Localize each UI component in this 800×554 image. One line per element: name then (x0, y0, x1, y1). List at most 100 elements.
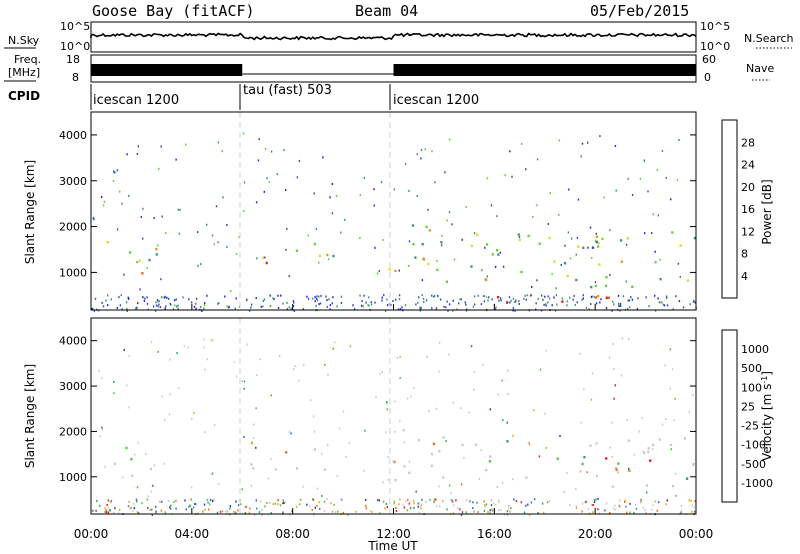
echo-cell (573, 295, 575, 297)
echo-cell (627, 338, 630, 341)
echo-cell (413, 502, 415, 505)
echo-cell (251, 440, 253, 443)
echo-cell (515, 299, 517, 302)
echo-cell (566, 304, 568, 307)
echo-cell (113, 511, 115, 514)
echo-cell (640, 498, 642, 501)
echo-cell (157, 305, 159, 308)
echo-cell (480, 303, 483, 306)
echo-cell (135, 307, 137, 310)
echo-cell (482, 363, 484, 366)
freq-block (91, 64, 243, 76)
x-tick-label: 20:00 (578, 527, 613, 541)
echo-cell (555, 294, 558, 297)
echo-cell (412, 243, 415, 246)
echo-cell (476, 501, 478, 504)
echo-cell (176, 305, 178, 308)
echo-cell (203, 338, 205, 341)
echo-cell (576, 301, 578, 304)
echo-cell (586, 471, 588, 474)
echo-cell (483, 300, 486, 303)
echo-cell (509, 150, 511, 153)
echo-cell (118, 296, 120, 299)
echo-cell (110, 499, 113, 502)
echo-cell (347, 513, 349, 516)
echo-cell (291, 510, 293, 513)
cpid-panel: CPID icescan 1200 tau (fast) 503 icescan… (8, 83, 479, 110)
echo-cell (164, 307, 166, 310)
echo-cell (440, 241, 443, 244)
echo-cell (627, 299, 629, 302)
echo-cell (408, 189, 410, 192)
echo-cell (431, 294, 433, 297)
echo-cell (438, 505, 441, 508)
echo-cell (257, 159, 260, 162)
echo-cell (598, 263, 601, 266)
echo-cell (491, 298, 493, 301)
power-echo-cells (91, 132, 697, 312)
echo-cell (241, 380, 243, 383)
echo-cell (512, 478, 514, 481)
power-y-axis-label: Slant Range [km] (23, 160, 37, 264)
echo-cell (221, 510, 224, 513)
echo-cell (282, 502, 284, 505)
echo-cell (188, 298, 190, 301)
echo-cell (175, 298, 177, 301)
echo-cell (393, 188, 395, 191)
echo-cell (264, 505, 266, 508)
echo-cell (414, 256, 417, 259)
echo-cell (326, 305, 329, 308)
echo-cell (537, 512, 539, 515)
echo-cell (116, 307, 118, 309)
echo-cell (334, 511, 337, 514)
echo-cell (376, 272, 379, 275)
echo-cell (626, 237, 629, 240)
colorbar-frame (721, 329, 738, 503)
echo-cell (520, 270, 523, 274)
echo-cell (645, 296, 647, 299)
echo-cell (137, 302, 139, 305)
echo-cell (378, 499, 380, 502)
echo-cell (119, 190, 121, 193)
echo-cell (314, 506, 316, 509)
echo-cell (465, 511, 467, 514)
echo-cell (313, 242, 316, 246)
echo-cell (678, 300, 681, 303)
echo-cell (187, 346, 189, 349)
colorbar-tick-label: 20 (741, 181, 755, 194)
echo-cell (142, 207, 144, 210)
echo-cell (489, 512, 491, 515)
echo-cell (644, 232, 646, 235)
echo-cell (270, 150, 273, 153)
echo-cell (417, 502, 419, 505)
echo-cell (201, 310, 203, 312)
colorbar-frame (721, 119, 738, 299)
echo-cell (126, 384, 128, 387)
echo-cell (501, 379, 503, 382)
echo-cell (525, 476, 528, 479)
echo-cell (141, 502, 143, 505)
echo-cell (408, 460, 411, 463)
freq-block (393, 64, 696, 76)
echo-cell (445, 306, 447, 309)
echo-cell (626, 419, 628, 421)
echo-cell (146, 296, 148, 299)
colorbar-tick-label: 24 (741, 159, 755, 172)
echo-cell (547, 295, 549, 298)
echo-cell (106, 504, 108, 506)
echo-cell (635, 503, 637, 506)
echo-cell (560, 263, 562, 266)
echo-cell (270, 457, 272, 460)
power-y-ticks: 1000 2000 3000 4000 (59, 129, 696, 279)
echo-cell (250, 484, 253, 487)
echo-cell (127, 296, 129, 299)
echo-cell (283, 502, 285, 504)
echo-cell (359, 194, 361, 197)
echo-cell (546, 501, 549, 504)
echo-cell (495, 503, 497, 506)
echo-cell (328, 298, 330, 301)
echo-cell (548, 297, 551, 300)
echo-cell (267, 477, 270, 480)
echo-cell (315, 304, 317, 307)
echo-cell (256, 374, 258, 377)
